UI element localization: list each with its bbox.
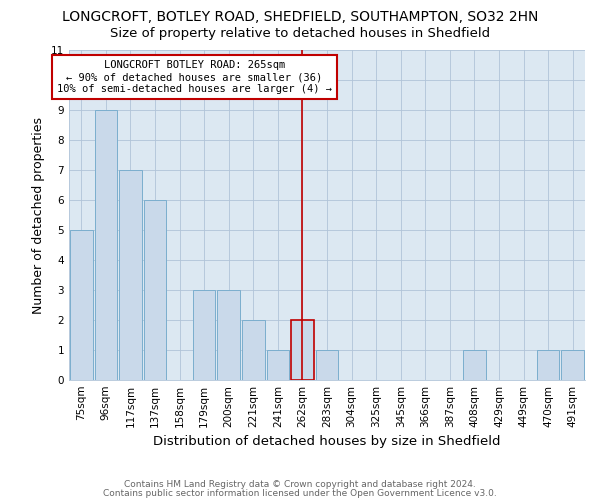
Bar — [562, 350, 584, 380]
X-axis label: Distribution of detached houses by size in Shedfield: Distribution of detached houses by size … — [153, 436, 501, 448]
Bar — [291, 320, 314, 380]
Text: Contains public sector information licensed under the Open Government Licence v3: Contains public sector information licen… — [103, 488, 497, 498]
Bar — [266, 350, 289, 380]
Y-axis label: Number of detached properties: Number of detached properties — [32, 116, 46, 314]
Text: LONGCROFT BOTLEY ROAD: 265sqm
← 90% of detached houses are smaller (36)
10% of s: LONGCROFT BOTLEY ROAD: 265sqm ← 90% of d… — [57, 60, 332, 94]
Bar — [119, 170, 142, 380]
Bar — [70, 230, 92, 380]
Text: Contains HM Land Registry data © Crown copyright and database right 2024.: Contains HM Land Registry data © Crown c… — [124, 480, 476, 489]
Text: LONGCROFT, BOTLEY ROAD, SHEDFIELD, SOUTHAMPTON, SO32 2HN: LONGCROFT, BOTLEY ROAD, SHEDFIELD, SOUTH… — [62, 10, 538, 24]
Bar — [95, 110, 117, 380]
Text: Size of property relative to detached houses in Shedfield: Size of property relative to detached ho… — [110, 28, 490, 40]
Bar — [537, 350, 559, 380]
Bar — [242, 320, 265, 380]
Bar — [193, 290, 215, 380]
Bar — [143, 200, 166, 380]
Bar — [217, 290, 240, 380]
Bar — [316, 350, 338, 380]
Bar — [463, 350, 486, 380]
